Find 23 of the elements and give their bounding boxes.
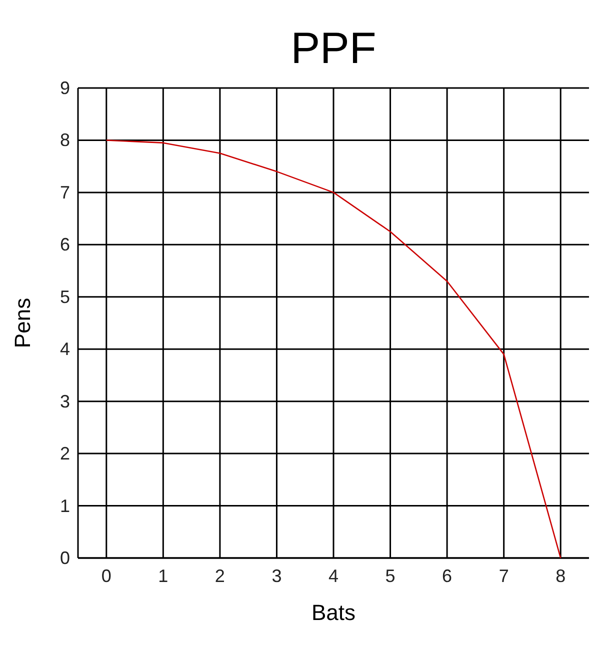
y-tick-label: 1 — [60, 496, 70, 516]
y-tick-label: 6 — [60, 234, 70, 255]
x-tick-label: 6 — [442, 566, 452, 586]
x-axis-title: Bats — [311, 600, 356, 625]
y-tick-label: 8 — [60, 130, 70, 150]
y-tick-label: 5 — [60, 286, 70, 307]
y-tick-label: 4 — [60, 339, 70, 360]
line-series — [106, 140, 562, 559]
x-tick-label: 1 — [158, 566, 168, 586]
y-axis-title: Pens — [10, 298, 35, 348]
chart-title: PPF — [290, 24, 376, 73]
x-tick-label: 4 — [328, 566, 339, 586]
y-tick-label: 3 — [60, 391, 70, 412]
y-tick-label: 7 — [60, 182, 70, 202]
x-tick-label: 2 — [214, 566, 225, 586]
x-tick-label: 7 — [498, 566, 509, 586]
x-tick-label: 0 — [101, 566, 112, 586]
x-tick-label: 5 — [385, 566, 396, 586]
y-tick-label: 2 — [60, 444, 70, 464]
y-tick-label: 0 — [60, 548, 70, 568]
x-tick-label: 8 — [556, 566, 566, 586]
y-tick-label: 9 — [60, 78, 70, 98]
x-tick-label: 3 — [272, 566, 282, 586]
